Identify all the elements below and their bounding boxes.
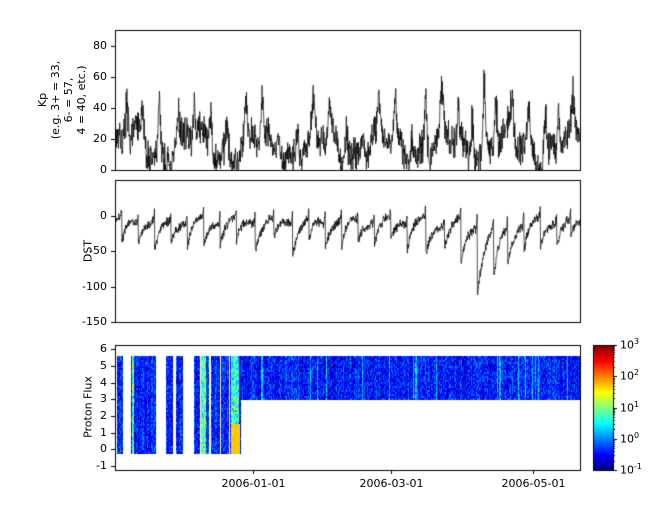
kp-y-axis-label-line: (e.g. 3+ = 33, (49, 60, 62, 140)
dst-y-axis-label: DST (81, 239, 95, 263)
kp-y-axis-label: Kp (e.g. 3+ = 33, 6- = 57, 4 = 40, etc.) (36, 61, 88, 139)
kp-y-axis-label-line: Kp (36, 92, 49, 108)
kp-y-axis-label-line: 4 = 40, etc.) (75, 65, 88, 135)
kp-y-axis-label-line: 6- = 57, (62, 77, 75, 123)
proton-flux-y-axis-label: Proton Flux (81, 376, 95, 438)
